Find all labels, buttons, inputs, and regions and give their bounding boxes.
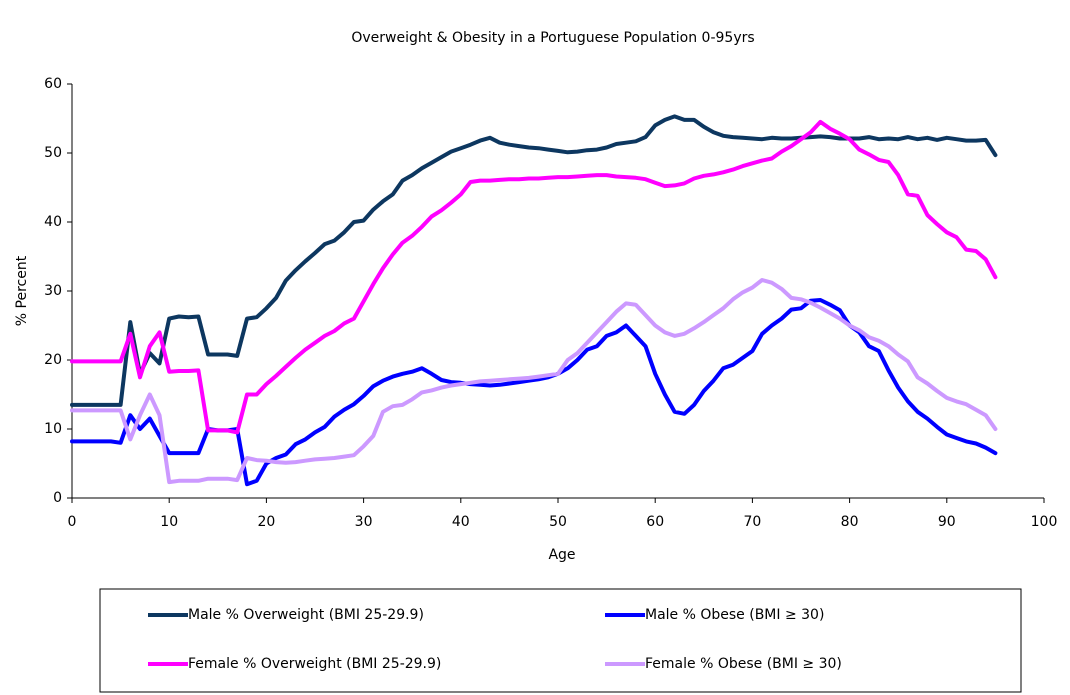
series-line [70, 119, 998, 435]
chart-title: Overweight & Obesity in a Portuguese Pop… [351, 30, 754, 46]
y-tick-label: 10 [44, 421, 62, 437]
x-tick-label: 100 [1031, 514, 1058, 530]
y-tick-label: 40 [44, 214, 62, 230]
y-axis-label: % Percent [14, 255, 30, 326]
x-tick-label: 30 [355, 514, 373, 530]
x-axis-label: Age [548, 547, 575, 563]
y-tick-label: 60 [44, 76, 62, 92]
y-tick-label: 30 [44, 283, 62, 299]
x-tick-label: 70 [743, 514, 761, 530]
legend-label: Female % Overweight (BMI 25-29.9) [188, 656, 441, 672]
legend-box [99, 588, 1022, 693]
y-tick-label: 0 [53, 490, 62, 506]
x-tick-label: 0 [68, 514, 77, 530]
legend-label: Male % Obese (BMI ≥ 30) [645, 607, 824, 623]
x-tick-label: 50 [549, 514, 567, 530]
x-tick-label: 40 [452, 514, 470, 530]
y-tick-label: 20 [44, 352, 62, 368]
series-line [70, 278, 998, 485]
x-tick-label: 60 [646, 514, 664, 530]
x-tick-label: 90 [938, 514, 956, 530]
x-tick-label: 20 [257, 514, 275, 530]
x-tick-label: 10 [160, 514, 178, 530]
series-line [70, 114, 998, 407]
legend-label: Female % Obese (BMI ≥ 30) [645, 656, 842, 672]
x-tick-label: 80 [841, 514, 859, 530]
y-tick-label: 50 [44, 145, 62, 161]
legend-label: Male % Overweight (BMI 25-29.9) [188, 607, 424, 623]
